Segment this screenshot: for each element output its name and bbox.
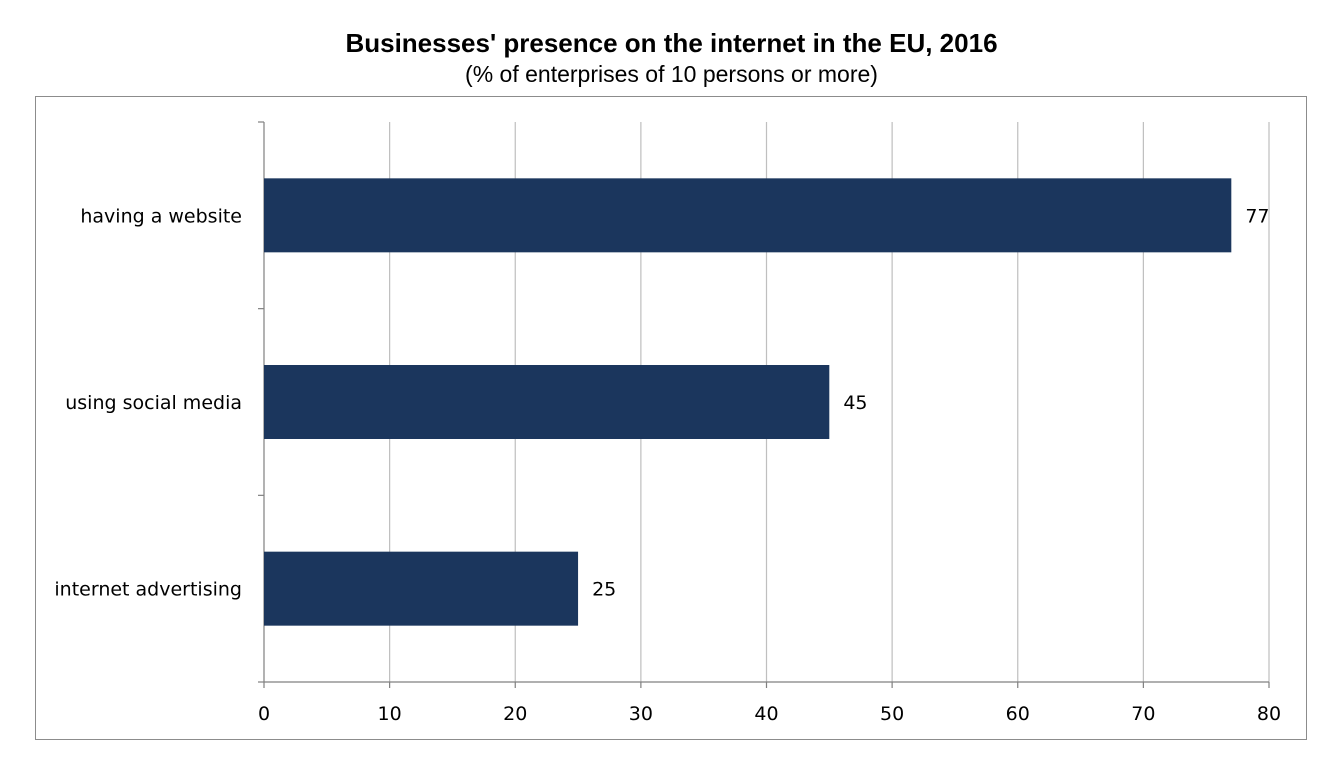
bar-2 xyxy=(264,551,579,626)
bar-1 xyxy=(264,365,830,439)
plot-area-frame xyxy=(35,96,1307,740)
category-label: using social media xyxy=(65,392,242,414)
x-tick-label: 40 xyxy=(754,703,778,725)
data-label: 25 xyxy=(592,579,616,601)
chart-title: Businesses' presence on the internet in … xyxy=(345,28,998,58)
x-tick-label: 50 xyxy=(880,703,904,725)
data-label: 45 xyxy=(843,392,867,414)
x-tick-label: 70 xyxy=(1131,703,1155,725)
labels: 0 10 20 30 40 50 60 70 80 having a website 77 using… xyxy=(54,205,1281,725)
x-tick-label: 60 xyxy=(1006,703,1030,725)
bar-0 xyxy=(264,178,1232,253)
category-label: internet advertising xyxy=(54,579,242,601)
x-tick-label: 0 xyxy=(258,703,270,725)
x-tick-label: 10 xyxy=(378,703,402,725)
category-label: having a website xyxy=(80,205,242,227)
chart-subtitle: (% of enterprises of 10 persons or more) xyxy=(465,61,878,87)
x-tick-label: 80 xyxy=(1257,703,1281,725)
data-label: 77 xyxy=(1245,205,1269,227)
x-tick-label: 30 xyxy=(629,703,653,725)
x-tick-label: 20 xyxy=(503,703,527,725)
bars xyxy=(264,178,1232,626)
